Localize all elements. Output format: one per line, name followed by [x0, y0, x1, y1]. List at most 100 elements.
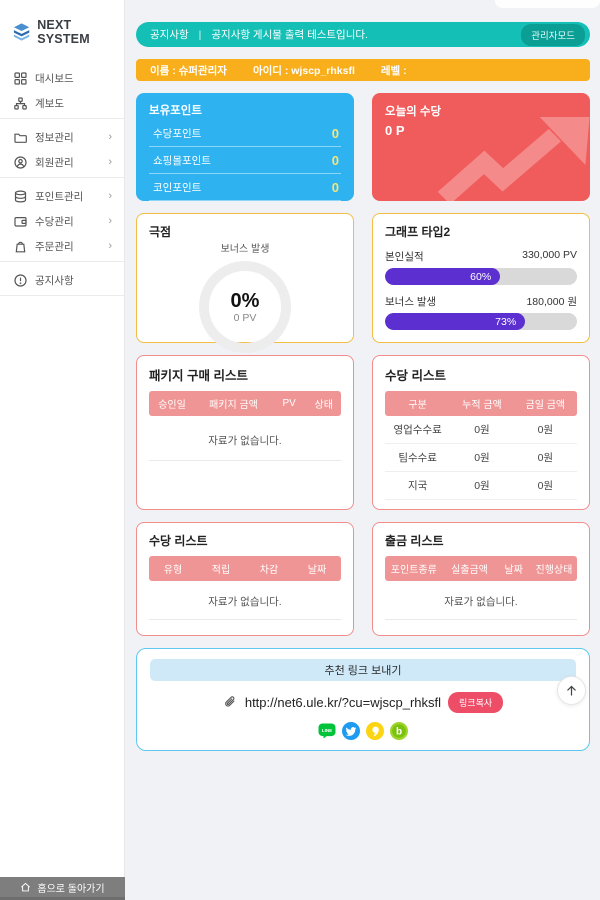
twitter-icon[interactable]: [342, 722, 360, 740]
line-icon[interactable]: LINE: [318, 722, 336, 740]
logo[interactable]: NEXT SYSTEM: [0, 0, 124, 64]
cell: 지국: [385, 471, 451, 500]
allowance-summary-card: 수당 리스트 구분 누적 금액 금일 금액 영업수수료 0원 0원 팀수수료 0…: [372, 355, 590, 510]
progress-fill: 60%: [385, 268, 501, 285]
sidebar-item-genealogy[interactable]: 계보도: [0, 91, 124, 116]
progress-block: 보너스 발생 180,000 원 73%: [385, 294, 577, 330]
scroll-to-top-button[interactable]: [557, 676, 586, 705]
donut-percent: 0%: [230, 289, 260, 312]
donut-chart: 0% 0 PV: [199, 261, 291, 353]
notice-bar: 공지사항 | 공지사항 게시물 출력 테스트입니다. 관리자모드: [136, 22, 590, 47]
app-title: NEXT SYSTEM: [37, 18, 90, 46]
package-table: 승인일 패키지 금액 PV 상태: [149, 391, 341, 416]
user-name: 이름 : 슈퍼관리자: [150, 64, 227, 77]
progress-block: 본인실적 330,000 PV 60%: [385, 249, 577, 285]
cell: 0원: [450, 416, 514, 444]
sidebar: NEXT SYSTEM 대시보드 계보도 정보관리 ›: [0, 0, 125, 900]
column-header: 적립: [197, 556, 245, 581]
kakaostory-icon[interactable]: [366, 722, 384, 740]
progress-percent-label: 73%: [495, 315, 517, 328]
user-id: 아이디 : wjscp_rhksfl: [252, 64, 355, 77]
svg-text:b: b: [396, 727, 402, 738]
sidebar-item-point-mgmt[interactable]: 포인트관리 ›: [0, 184, 124, 209]
main-content: 공지사항 | 공지사항 게시물 출력 테스트입니다. 관리자모드 이름 : 슈퍼…: [125, 0, 600, 900]
empty-message: 자료가 없습니다.: [149, 416, 341, 461]
copy-link-button[interactable]: 링크복사: [448, 692, 504, 713]
home-button[interactable]: 홈으로 돌아가기: [0, 877, 125, 900]
points-row-value: 0: [331, 153, 339, 168]
gauge-label: 보너스 발생: [220, 244, 270, 255]
progress-fill: 73%: [385, 313, 526, 330]
points-row-value: 0: [331, 180, 339, 195]
withdraw-list-title: 출금 리스트: [385, 534, 444, 548]
points-row-label: 수당포인트: [153, 128, 202, 140]
sidebar-item-label: 수당관리: [35, 216, 74, 228]
progress-percent-label: 60%: [470, 270, 492, 283]
sidebar-item-label: 계보도: [35, 98, 64, 110]
paperclip-icon: [225, 696, 235, 707]
notice-label: 공지사항: [150, 29, 189, 41]
points-row: 수당포인트 0: [149, 120, 341, 147]
column-header: 누적 금액: [450, 391, 514, 416]
bar-label: 본인실적: [385, 251, 424, 263]
sidebar-item-label: 주문관리: [35, 241, 74, 253]
column-header: 날짜: [496, 556, 531, 581]
points-card: 보유포인트 수당포인트 0 쇼핑몰포인트 0 코인포인트 0: [136, 93, 354, 201]
arrow-up-icon: [567, 685, 576, 696]
progress-track: 60%: [385, 268, 577, 285]
allowance-list-table: 유형 적립 차감 날짜: [149, 556, 341, 581]
folder-icon: [14, 133, 27, 143]
database-icon: [14, 190, 27, 203]
user-level: 레벨 :: [380, 64, 407, 77]
org-chart-icon: [14, 97, 27, 110]
table-row: 영업수수료 0원 0원: [385, 416, 577, 444]
allowance-summary-title: 수당 리스트: [385, 369, 446, 383]
today-allowance-card: 오늘의 수당 0 P: [372, 93, 590, 201]
notice-separator: |: [198, 28, 202, 41]
sidebar-item-info-mgmt[interactable]: 정보관리 ›: [0, 125, 124, 150]
sidebar-item-allowance-mgmt[interactable]: 수당관리 ›: [0, 209, 124, 234]
band-icon[interactable]: b: [390, 722, 408, 740]
layers-logo-icon: [13, 23, 30, 41]
sidebar-item-order-mgmt[interactable]: 주문관리 ›: [0, 234, 124, 259]
chevron-right-icon: ›: [108, 156, 112, 168]
sidebar-item-dashboard[interactable]: 대시보드: [0, 66, 124, 91]
grid-icon: [14, 72, 27, 85]
referral-card: 추천 링크 보내기 http://net6.ule.kr/?cu=wjscp_r…: [136, 648, 590, 751]
column-header: 진행상태: [530, 556, 577, 581]
sidebar-item-label: 포인트관리: [35, 191, 84, 203]
column-header: 포인트종류: [385, 556, 443, 581]
points-row-label: 코인포인트: [153, 182, 202, 194]
column-header: 유형: [149, 556, 197, 581]
withdraw-list-table: 포인트종류 실출금액 날짜 진행상태: [385, 556, 577, 581]
sidebar-item-label: 회원관리: [35, 157, 74, 169]
sns-share-row: LINE b: [150, 722, 576, 740]
allowance-summary-table: 구분 누적 금액 금일 금액 영업수수료 0원 0원 팀수수료 0원 0원: [385, 391, 577, 500]
sidebar-item-notice[interactable]: 공지사항: [0, 268, 124, 293]
graph-card: 그래프 타입2 본인실적 330,000 PV 60% 보너스 발생 180,0…: [372, 213, 590, 343]
chevron-right-icon: ›: [108, 131, 112, 143]
chevron-right-icon: ›: [108, 190, 112, 202]
user-icon: [14, 156, 27, 169]
column-header: 차감: [245, 556, 293, 581]
column-header: PV: [271, 391, 307, 416]
gauge-card: 극점 보너스 발생 0% 0 PV: [136, 213, 354, 353]
info-icon: [14, 274, 27, 287]
cell: 0원: [513, 443, 577, 472]
column-header: 실출금액: [442, 556, 497, 581]
svg-text:LINE: LINE: [322, 728, 332, 733]
referral-url: http://net6.ule.kr/?cu=wjscp_rhksfl: [244, 695, 442, 710]
today-card-title: 오늘의 수당: [385, 106, 442, 118]
gauge-card-title: 극점: [149, 225, 172, 239]
points-card-title: 보유포인트: [149, 105, 202, 117]
sidebar-item-member-mgmt[interactable]: 회원관리 ›: [0, 150, 124, 175]
admin-mode-button[interactable]: 관리자모드: [521, 23, 585, 46]
home-button-label: 홈으로 돌아가기: [37, 883, 105, 895]
bag-icon: [15, 241, 26, 253]
referral-title: 추천 링크 보내기: [150, 659, 576, 681]
progress-track: 73%: [385, 313, 577, 330]
points-row: 코인포인트 0: [149, 174, 341, 201]
cell: 0원: [513, 471, 577, 500]
cell: 0원: [450, 443, 514, 472]
cell: 0원: [450, 471, 514, 500]
